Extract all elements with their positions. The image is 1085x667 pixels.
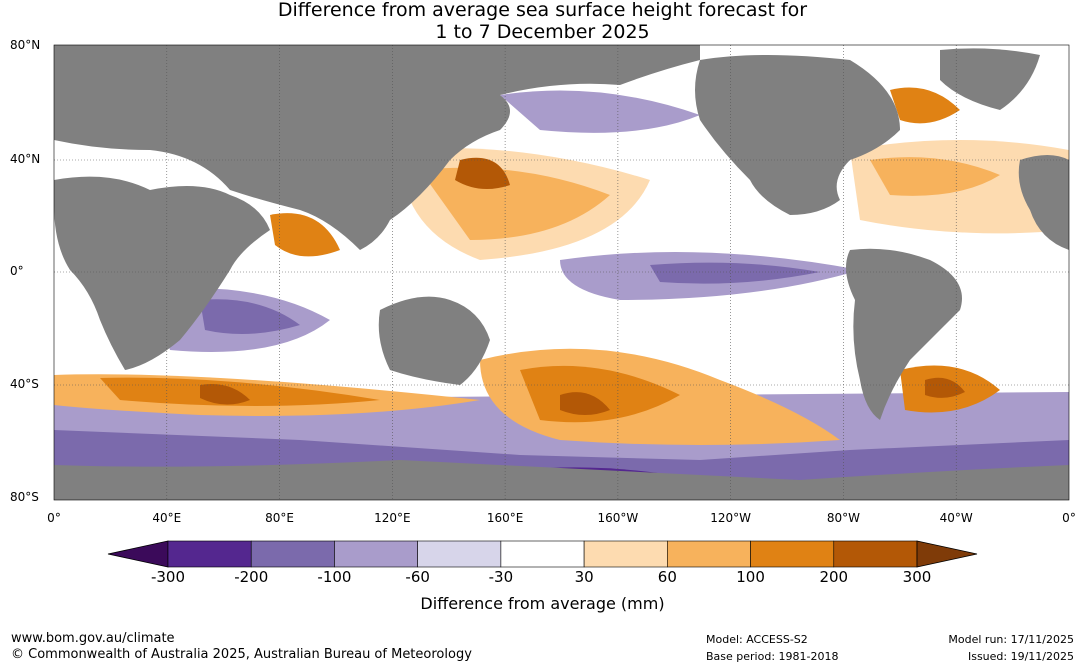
landmass-greenland (940, 48, 1040, 110)
footer-issued: Issued: 19/11/2025 (967, 650, 1074, 663)
colorbar (107, 540, 978, 568)
anomaly-patch (650, 262, 820, 284)
footer-copyright: © Commonwealth of Australia 2025, Austra… (11, 647, 472, 662)
colorbar-tick-label: 200 (819, 568, 849, 586)
anomaly-patch (500, 90, 700, 133)
longitude-label: 80°W (826, 511, 861, 525)
footer-model: Model: ACCESS-S2 (706, 633, 808, 646)
longitude-label: 120°W (710, 511, 752, 525)
map-frame (53, 44, 1070, 501)
colorbar-segment (833, 540, 918, 568)
anomaly-patch (455, 157, 510, 189)
anomaly-patch (890, 87, 960, 124)
footer-base-period: Base period: 1981-2018 (706, 650, 839, 663)
colorbar-segment (334, 540, 418, 568)
anomaly-patch (870, 157, 1000, 196)
chart-title-line2: 1 to 7 December 2025 (435, 21, 650, 43)
longitude-label: 40°W (939, 511, 973, 525)
colorbar-tick-label: 30 (574, 568, 594, 586)
landmass-europe-west (1018, 155, 1069, 250)
chart-title-line1: Difference from average sea surface heig… (277, 0, 808, 21)
anomaly-patch (420, 167, 610, 240)
anomaly-patch (200, 299, 300, 334)
longitude-label: 0° (1062, 511, 1076, 525)
latitude-label: 80°N (10, 38, 41, 52)
colorbar-tick-label: -200 (234, 568, 269, 586)
anomaly-patch (100, 377, 380, 406)
colorbar-arrow-high (916, 540, 978, 568)
colorbar-tick-label: -100 (317, 568, 352, 586)
anomaly-patch (560, 392, 610, 415)
footer-url: www.bom.gov.au/climate (11, 631, 175, 646)
colorbar-segment (500, 540, 585, 568)
longitude-label: 160°W (597, 511, 639, 525)
colorbar-segment (583, 540, 668, 568)
colorbar-segment (250, 540, 335, 568)
longitude-label: 120°E (374, 511, 411, 525)
latitude-label: 80°S (10, 490, 39, 504)
anomaly-patch (925, 377, 965, 398)
colorbar-tick-label: -30 (488, 568, 514, 586)
landmass-australia (378, 296, 490, 385)
longitude-label: 0° (47, 511, 61, 525)
landmass-africa (54, 176, 270, 370)
graticule (54, 45, 1069, 500)
colorbar-segment (750, 540, 835, 568)
colorbar-tick-label: -300 (150, 568, 186, 586)
anomaly-patch (270, 213, 340, 257)
colorbar-arrow-low (107, 540, 169, 568)
land-masses (54, 45, 1069, 500)
colorbar-segment (667, 540, 751, 568)
longitude-label: 40°E (152, 511, 182, 525)
colorbar-tick-label: 100 (736, 568, 765, 586)
colorbar-tick-label: 60 (657, 568, 677, 586)
latitude-label: 0° (10, 264, 24, 278)
landmass-north-america (695, 55, 900, 215)
latitude-label: 40°S (10, 377, 39, 391)
legend-title: Difference from average (mm) (420, 594, 665, 613)
landmass-south-america (846, 248, 962, 420)
landmass-antarctica (54, 460, 1069, 500)
colorbar-tick-label: -60 (405, 568, 430, 586)
footer-model-run: Model run: 17/11/2025 (948, 633, 1074, 646)
colorbar-segment (167, 540, 252, 568)
longitude-label: 160°E (486, 511, 524, 525)
latitude-label: 40°N (10, 152, 41, 166)
anomaly-patch (200, 384, 250, 405)
colorbar-tick-label: 300 (902, 568, 932, 586)
landmass-eurasia (54, 45, 700, 250)
colorbar-segment (417, 540, 502, 568)
longitude-label: 80°E (265, 511, 294, 525)
